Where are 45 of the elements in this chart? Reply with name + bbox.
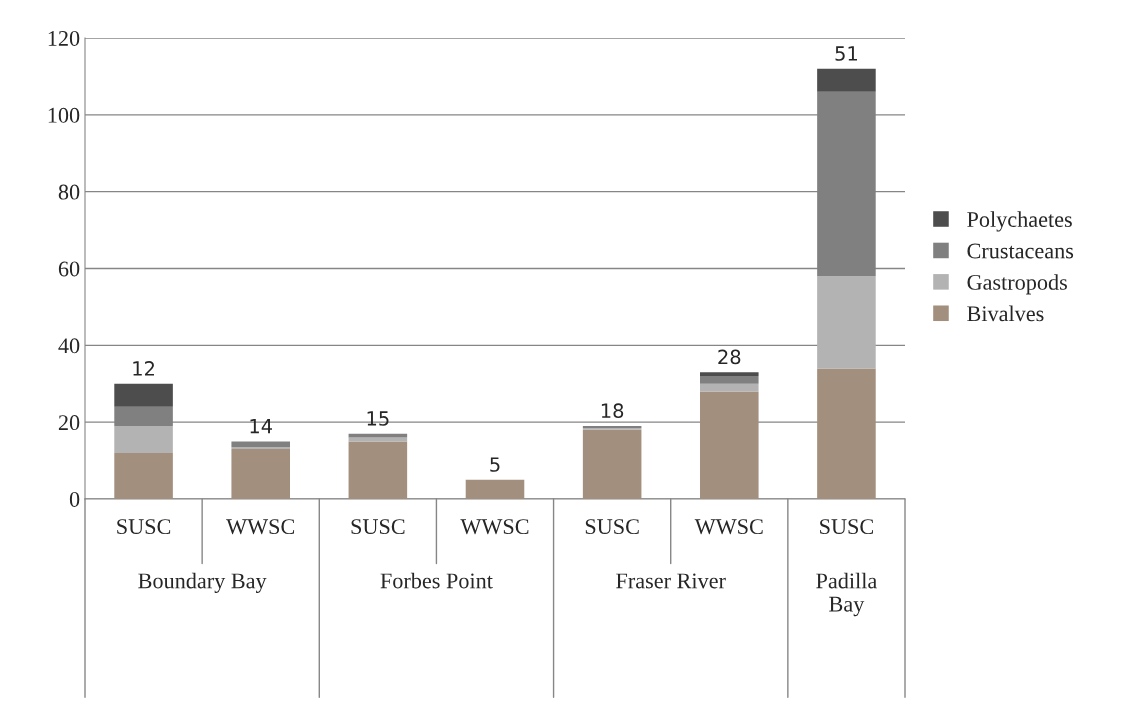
bar <box>700 383 759 392</box>
x-tick-label: WWSC <box>226 519 295 535</box>
y-tick-label: 20 <box>58 415 80 431</box>
annotation: 12 <box>133 361 154 376</box>
y-tick-label: 40 <box>58 338 80 354</box>
bar <box>817 368 876 499</box>
bar <box>700 391 759 499</box>
x-tick-label: SUSC <box>117 519 171 535</box>
text: Boundary Bay <box>138 572 267 593</box>
bar <box>700 376 759 384</box>
y-tick-label: 120 <box>48 30 80 46</box>
x-tick-label: SUSC <box>351 519 405 535</box>
bar <box>817 68 876 92</box>
y-tick-label: 80 <box>58 184 80 200</box>
text: Forbes Point <box>380 572 493 589</box>
x-tick-label: WWSC <box>460 519 529 535</box>
legend-label: Bivalves <box>967 305 1044 322</box>
bar <box>348 441 408 499</box>
legend-label: Polychaetes <box>967 211 1072 232</box>
annotation: 51 <box>835 46 857 61</box>
y-tick-label: 100 <box>48 107 80 123</box>
bar <box>582 429 642 499</box>
annotation: 14 <box>250 418 272 434</box>
bar <box>700 372 759 377</box>
bar <box>231 441 290 448</box>
bar <box>114 383 173 407</box>
x-tick-label: WWSC <box>694 519 763 535</box>
y-tick-label: 60 <box>58 261 80 277</box>
annotation: 28 <box>718 349 741 365</box>
bar <box>114 426 173 453</box>
legend-label: Crustaceans <box>967 243 1074 259</box>
x-tick-label: SUSC <box>820 519 873 535</box>
text: Fraser River <box>616 573 726 589</box>
annotation: 15 <box>367 411 389 426</box>
y-tick-label: 0 <box>69 491 80 507</box>
bar <box>231 449 290 499</box>
bar <box>817 276 876 369</box>
text: Padilla Bay <box>816 572 877 617</box>
bar <box>465 479 525 499</box>
bar <box>348 433 408 438</box>
annotation: 18 <box>601 403 624 419</box>
annotation: 5 <box>490 457 500 472</box>
bar <box>114 452 173 499</box>
x-tick-label: SUSC <box>585 519 639 535</box>
legend-label: Gastropods <box>967 274 1067 295</box>
